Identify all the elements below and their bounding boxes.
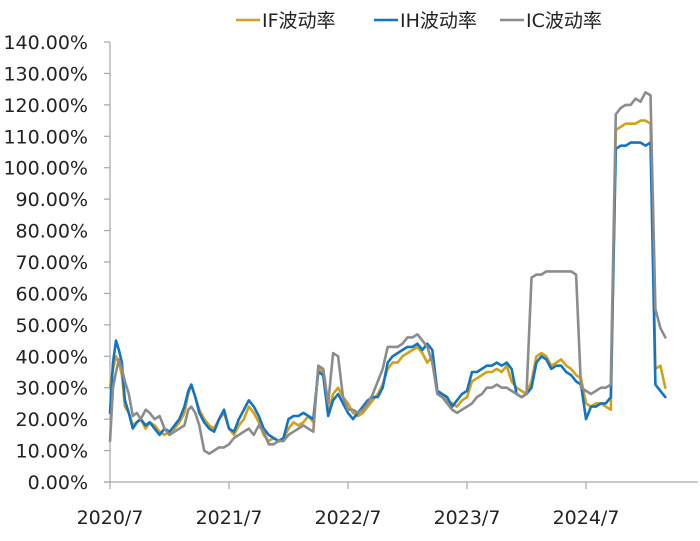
x-tick-label: 2020/7	[77, 507, 144, 529]
x-tick-label: 2022/7	[315, 507, 382, 529]
x-tick-label: 2023/7	[434, 507, 501, 529]
y-tick-label: 120.00%	[3, 95, 88, 117]
legend-label-1: IH波动率	[400, 10, 477, 32]
y-tick-label: 100.00%	[3, 158, 88, 180]
x-axis: 2020/7 2021/7 2022/7 2023/7 2024/7	[77, 481, 698, 529]
y-tick-label: 0.00%	[28, 472, 88, 494]
y-tick-label: 80.00%	[16, 221, 88, 243]
y-tick-label: 10.00%	[16, 441, 88, 463]
y-tick-label: 140.00%	[3, 32, 88, 54]
legend-label-2: IC波动率	[526, 10, 602, 32]
y-tick-label: 20.00%	[16, 409, 88, 431]
y-tick-label: 130.00%	[3, 63, 88, 85]
legend-label-0: IF波动率	[262, 10, 336, 32]
legend: IF波动率 IH波动率 IC波动率	[236, 10, 602, 32]
y-tick-label: 90.00%	[16, 189, 88, 211]
series-line-1	[108, 141, 667, 443]
y-tick-label: 50.00%	[16, 315, 88, 337]
y-tick-label: 40.00%	[16, 346, 88, 368]
y-tick-label: 60.00%	[16, 283, 88, 305]
x-tick-label: 2024/7	[553, 507, 620, 529]
y-tick-label: 70.00%	[16, 252, 88, 274]
y-axis: 0.00% 10.00% 20.00% 30.00% 40.00% 50.00% 60.00…	[3, 32, 111, 494]
y-tick-label: 110.00%	[3, 126, 88, 148]
series-line-2	[108, 91, 667, 456]
x-tick-label: 2021/7	[196, 507, 263, 529]
y-tick-label: 30.00%	[16, 378, 88, 400]
series-layer	[108, 91, 667, 456]
